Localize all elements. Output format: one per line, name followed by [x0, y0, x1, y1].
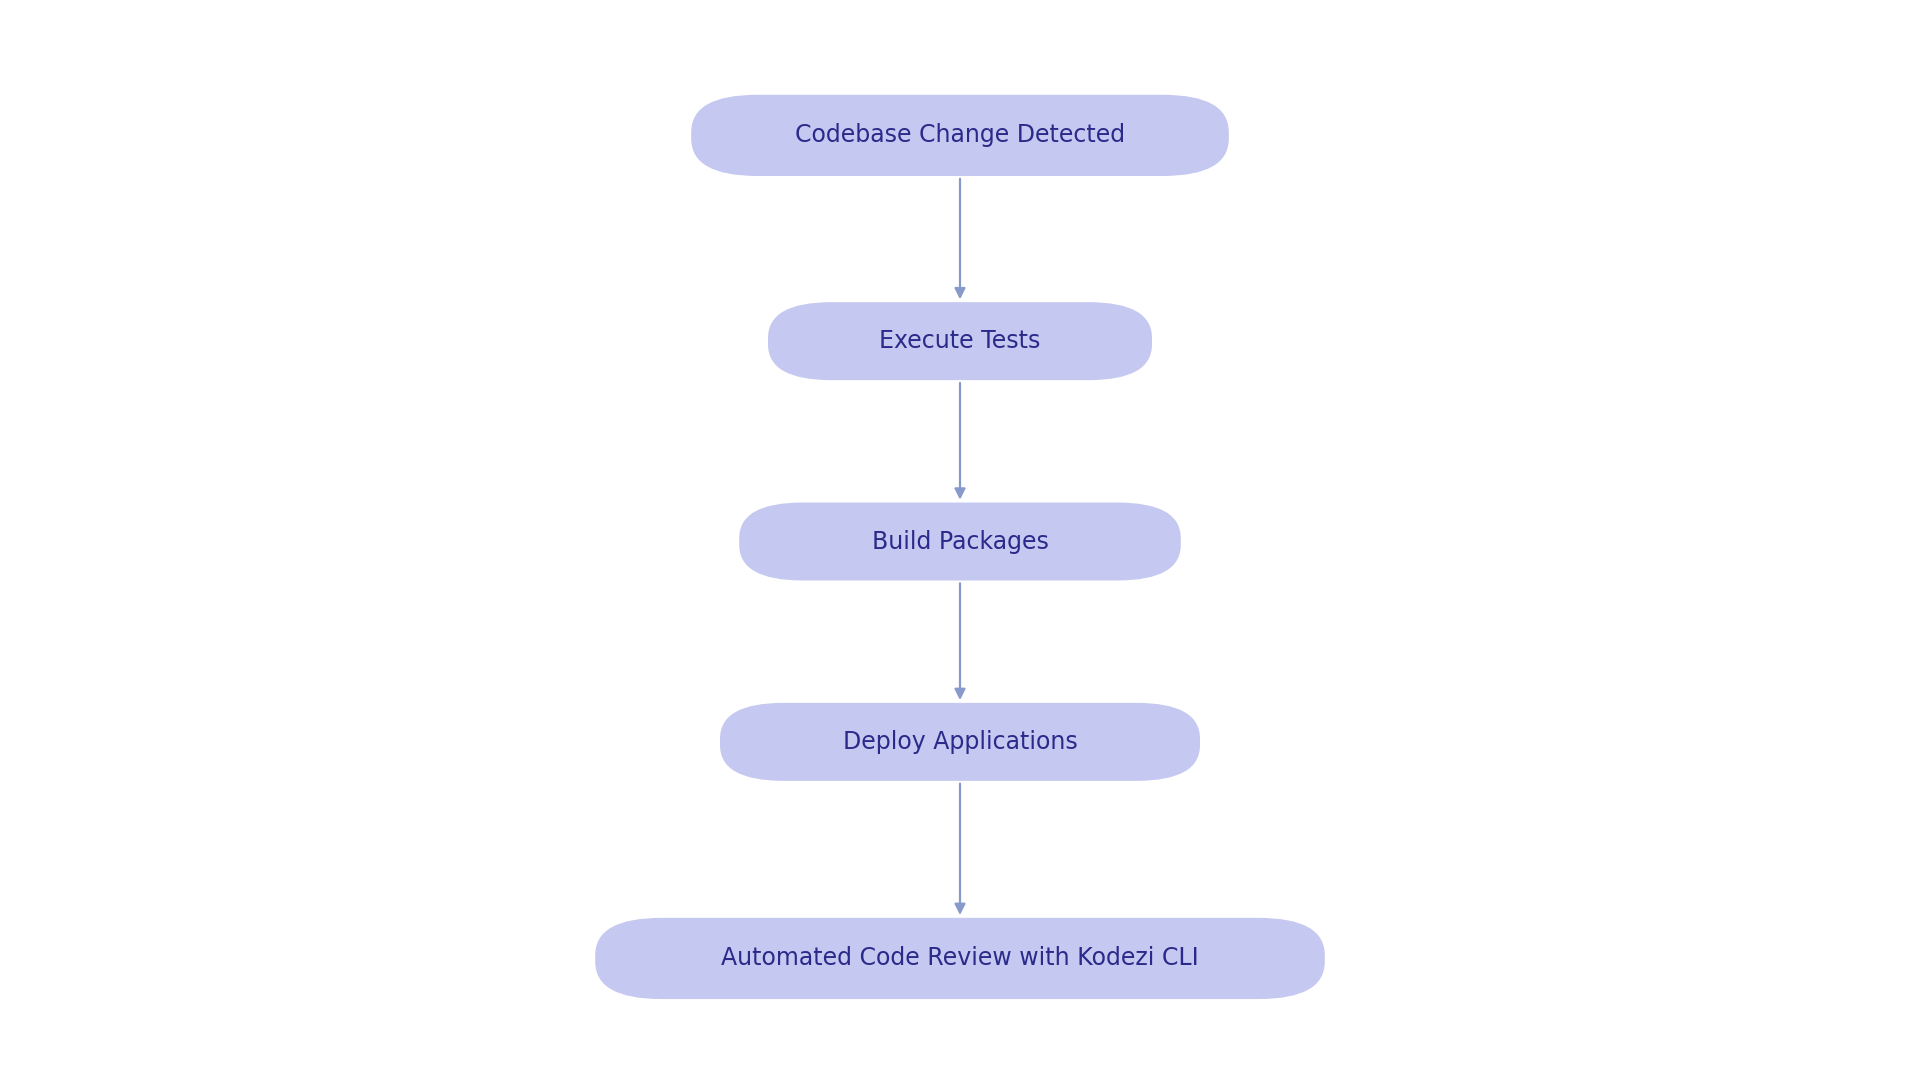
- Text: Automated Code Review with Kodezi CLI: Automated Code Review with Kodezi CLI: [722, 947, 1198, 970]
- FancyBboxPatch shape: [739, 503, 1181, 580]
- FancyBboxPatch shape: [691, 95, 1229, 175]
- Text: Execute Tests: Execute Tests: [879, 329, 1041, 353]
- Text: Deploy Applications: Deploy Applications: [843, 730, 1077, 754]
- Text: Codebase Change Detected: Codebase Change Detected: [795, 123, 1125, 147]
- FancyBboxPatch shape: [720, 703, 1200, 781]
- Text: Build Packages: Build Packages: [872, 530, 1048, 553]
- FancyBboxPatch shape: [768, 302, 1152, 380]
- FancyBboxPatch shape: [595, 917, 1325, 999]
